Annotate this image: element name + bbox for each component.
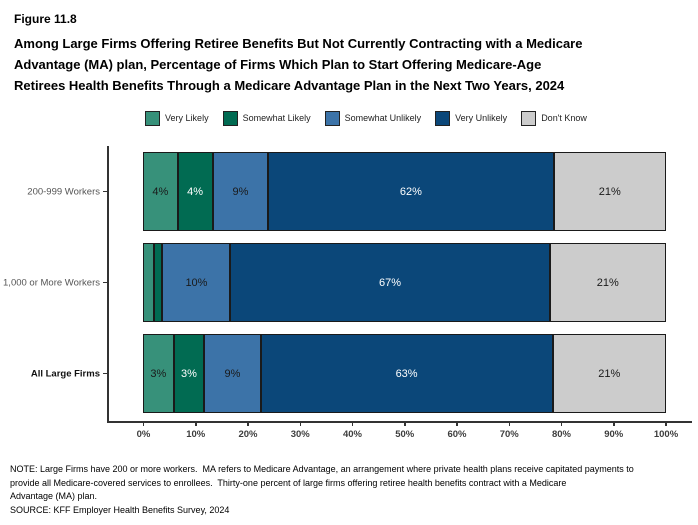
- y-axis-label: 1,000 or More Workers: [3, 277, 100, 288]
- chart-panel: 4% 4% 9% 62% 21% 200-999 Workers 10% 67% 21% 1,00…: [0, 146, 698, 456]
- bar-row: 10% 67% 21%: [143, 243, 667, 322]
- bar-segment-label: 21%: [596, 276, 619, 289]
- x-axis-tick: [142, 422, 145, 426]
- legend-item: Somewhat Unlikely: [324, 110, 422, 126]
- bar-segment: 21%: [549, 243, 667, 322]
- figure-title-line: Among Large Firms Offering Retiree Benef…: [14, 36, 583, 51]
- y-axis-tick: [103, 281, 107, 284]
- bar-segment-label: 3%: [150, 367, 167, 380]
- x-axis-tick-label: 60%: [447, 429, 467, 440]
- x-axis-tick: [404, 422, 406, 426]
- legend-item: Very Likely: [145, 110, 209, 126]
- chart-notes: NOTE: Large Firms have 200 or more worke…: [10, 463, 694, 517]
- bar-segment: 4%: [177, 152, 213, 231]
- legend-label: Somewhat Unlikely: [344, 113, 422, 123]
- bar-segment: 63%: [260, 334, 553, 413]
- x-axis-tick: [351, 422, 354, 426]
- bar-segment: 9%: [212, 152, 269, 231]
- x-axis-tick: [456, 422, 458, 426]
- bar-segment: 4%: [143, 152, 178, 231]
- bar-segment: 9%: [204, 334, 261, 413]
- figure-number: Figure 11.8: [14, 12, 77, 26]
- bar-segment: 62%: [268, 152, 554, 231]
- x-axis-tick-label: 80%: [551, 429, 571, 440]
- bar-segment-label: 21%: [598, 367, 621, 380]
- note-text: NOTE: Large Firms have 200 or more worke…: [10, 464, 634, 474]
- bar-segment-label: 9%: [232, 185, 249, 198]
- x-axis-tick: [560, 422, 563, 426]
- figure-title-line: Advantage (MA) plan, Percentage of Firms…: [14, 57, 542, 72]
- bar-row: 3% 3% 9% 63% 21%: [143, 334, 666, 413]
- x-axis-tick-label: 20%: [238, 429, 258, 440]
- bar-segment-label: 67%: [378, 276, 402, 289]
- legend-item: Don't Know: [521, 110, 587, 126]
- note-text: Advantage (MA) plan.: [10, 491, 98, 501]
- legend-label: Very Unlikely: [455, 113, 508, 123]
- x-axis-tick-label: 90%: [604, 429, 624, 440]
- legend-swatch-icon: [145, 110, 161, 126]
- x-axis-tick-label: 100%: [653, 429, 679, 440]
- bar-segment: [153, 243, 163, 322]
- bar-segment: 10%: [162, 243, 231, 322]
- x-axis-tick: [247, 422, 249, 426]
- bar-segment-label: 21%: [598, 185, 621, 198]
- y-axis-label: 200-999 Workers: [27, 186, 100, 197]
- bar-segment: 21%: [552, 334, 666, 413]
- legend-item: Very Unlikely: [435, 110, 508, 126]
- bar-segment-label: 63%: [395, 367, 418, 380]
- x-axis-tick: [195, 422, 197, 426]
- x-axis-tick: [613, 422, 615, 426]
- y-axis-line: [107, 146, 109, 422]
- source-text: SOURCE: KFF Employer Health Benefits Sur…: [10, 504, 230, 515]
- bar-segment-label: 4%: [152, 185, 169, 198]
- bar-segment-label: 10%: [185, 276, 208, 289]
- legend-swatch-icon: [324, 110, 340, 126]
- bar-segment-label: 4%: [187, 185, 204, 198]
- y-axis-tick: [103, 190, 107, 193]
- x-axis-tick-label: 50%: [395, 429, 415, 440]
- legend-swatch-icon: [521, 110, 537, 126]
- legend-label: Very Likely: [165, 113, 209, 123]
- x-axis-tick: [665, 422, 667, 426]
- figure-header: Figure 11.8 Among Large Firms Offering R…: [14, 12, 690, 96]
- x-axis-tick: [299, 422, 301, 426]
- y-axis-tick: [103, 372, 107, 375]
- bar-segment: 3%: [143, 334, 174, 413]
- bar-segment: 3%: [173, 334, 205, 413]
- figure-title-line: Retirees Health Benefits Through a Medic…: [14, 78, 565, 93]
- x-axis-tick-label: 0%: [136, 429, 151, 440]
- bar-segment: 21%: [553, 152, 666, 231]
- legend-item: Somewhat Likely: [222, 110, 311, 126]
- x-axis-tick-label: 10%: [186, 429, 206, 440]
- chart-legend: Very Likely Somewhat Likely Somewhat Unlik…: [0, 106, 698, 130]
- x-axis-tick-label: 40%: [342, 429, 362, 440]
- legend-label: Don't Know: [541, 113, 587, 123]
- bar-segment-label: 9%: [224, 367, 241, 380]
- legend-swatch-icon: [222, 110, 238, 126]
- bar-segment: [143, 243, 154, 322]
- x-axis-tick: [508, 422, 510, 426]
- x-axis-tick-label: 70%: [499, 429, 519, 440]
- x-axis-line: [107, 421, 692, 423]
- y-axis-label: All Large Firms: [30, 368, 100, 379]
- bar-segment: 67%: [230, 243, 550, 322]
- bar-segment-label: 62%: [399, 185, 422, 198]
- note-text: provide all Medicare-covered services to…: [10, 477, 567, 488]
- legend-label: Somewhat Likely: [242, 113, 311, 123]
- figure-title: Among Large Firms Offering Retiree Benef…: [14, 33, 690, 96]
- legend-swatch-icon: [435, 110, 451, 126]
- bar-row: 4% 4% 9% 62% 21%: [143, 152, 666, 231]
- x-axis-tick-label: 30%: [290, 429, 310, 440]
- bar-segment-label: 3%: [181, 367, 197, 380]
